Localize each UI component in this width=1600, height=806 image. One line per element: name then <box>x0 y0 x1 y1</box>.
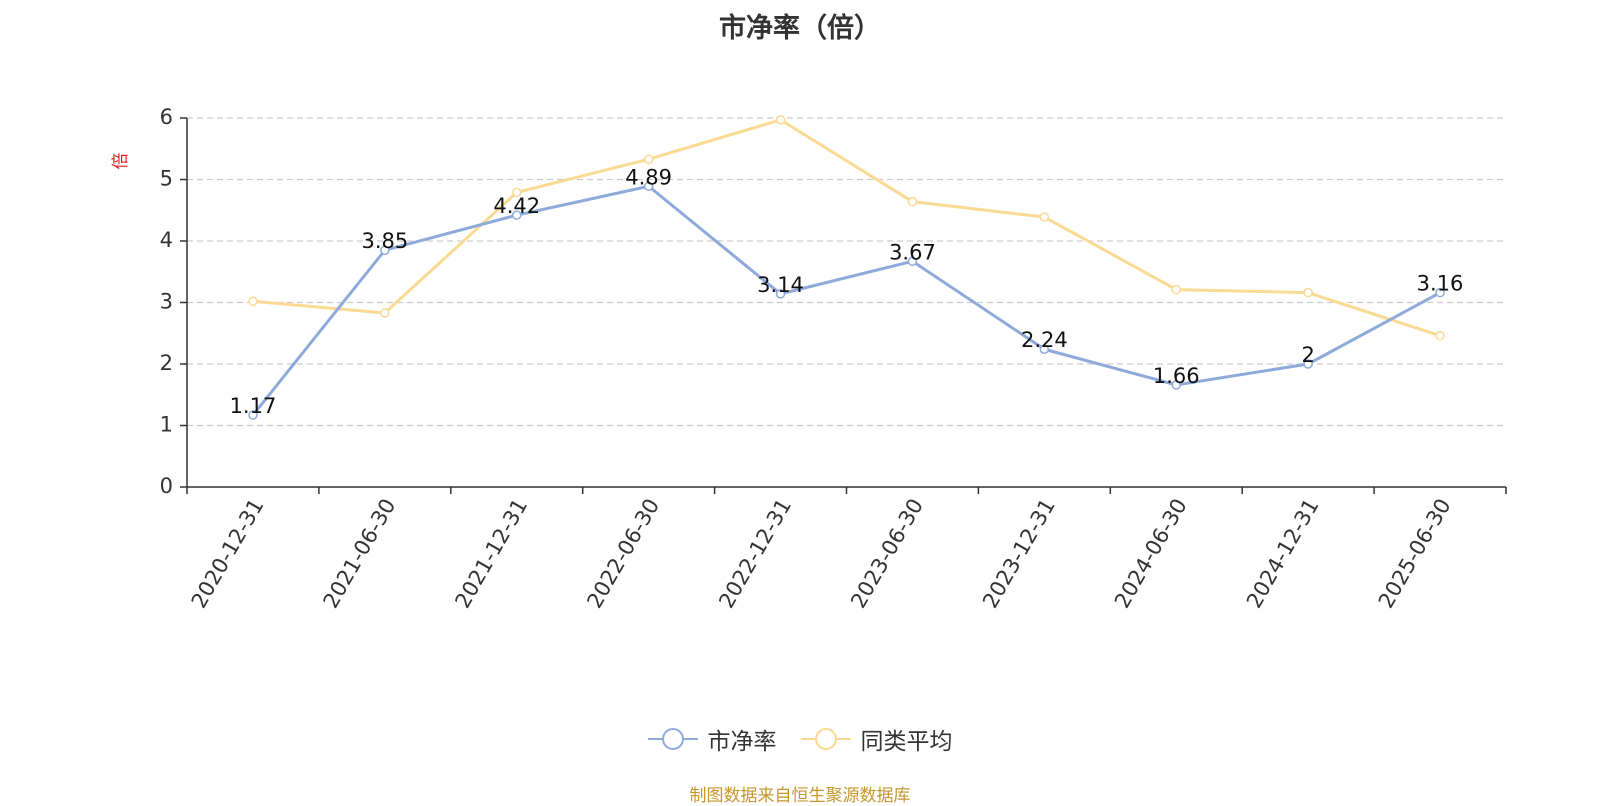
y-tick-label: 3 <box>160 290 173 314</box>
legend: 市净率 同类平均 <box>0 722 1600 756</box>
data-point[interactable] <box>512 210 522 220</box>
data-point[interactable] <box>1303 287 1313 298</box>
data-label: 3.14 <box>757 273 804 297</box>
data-point[interactable] <box>775 289 786 299</box>
data-label: 2.24 <box>1021 328 1068 352</box>
y-tick-label: 2 <box>160 351 173 375</box>
legend-label: 同类平均 <box>860 729 953 755</box>
y-tick-label: 6 <box>160 105 173 129</box>
legend-item-series-2[interactable]: 同类平均 <box>800 722 953 756</box>
y-tick-label: 5 <box>160 167 173 191</box>
data-point[interactable] <box>907 196 918 207</box>
data-point[interactable] <box>1435 287 1445 298</box>
x-tick-label: 2020-12-31 <box>187 495 269 613</box>
source-note: 制图数据来自恒生聚源数据库 <box>689 786 911 806</box>
x-tick-label: 2023-06-30 <box>846 495 928 613</box>
data-point[interactable] <box>1435 330 1445 341</box>
data-point[interactable] <box>643 181 654 192</box>
data-point[interactable] <box>248 410 258 420</box>
data-label: 4.42 <box>493 194 540 218</box>
data-point[interactable] <box>907 256 918 267</box>
data-label: 3.85 <box>361 229 408 253</box>
data-point[interactable] <box>380 308 390 318</box>
data-point[interactable] <box>1039 212 1050 222</box>
x-tick-label: 2021-12-31 <box>450 495 532 613</box>
y-tick-label: 4 <box>160 228 173 252</box>
x-tick-label: 2021-06-30 <box>319 495 401 613</box>
x-tick-label: 2022-12-31 <box>714 495 796 613</box>
data-point[interactable] <box>512 187 522 198</box>
data-label: 3.16 <box>1417 272 1464 296</box>
chart-title: 市净率（倍） <box>719 13 881 44</box>
legend-label: 市净率 <box>707 729 777 755</box>
x-tick-label: 2022-06-30 <box>582 495 664 613</box>
y-tick-label: 1 <box>160 413 173 437</box>
data-point[interactable] <box>1303 359 1313 369</box>
legend-marker-icon <box>800 728 851 750</box>
data-label: 1.66 <box>1153 364 1200 388</box>
data-label: 2 <box>1301 343 1314 367</box>
data-point[interactable] <box>1171 284 1181 295</box>
series-line-1 <box>251 184 1441 416</box>
data-point[interactable] <box>775 115 786 125</box>
x-tick-label: 2025-06-30 <box>1374 495 1456 613</box>
data-point[interactable] <box>380 245 390 255</box>
y-tick-label: 0 <box>160 474 173 498</box>
series-line-2 <box>252 118 1441 338</box>
data-point[interactable] <box>1171 380 1181 390</box>
x-tick-label: 2024-12-31 <box>1242 495 1324 613</box>
y-axis-label: 倍 <box>111 153 131 170</box>
legend-item-series-1[interactable]: 市净率 <box>647 722 777 756</box>
data-point[interactable] <box>643 154 654 164</box>
x-tick-label: 2023-12-31 <box>978 495 1060 613</box>
data-label: 1.17 <box>230 394 277 418</box>
data-point[interactable] <box>248 296 258 307</box>
data-point[interactable] <box>1039 344 1050 354</box>
x-tick-label: 2024-06-30 <box>1110 495 1192 613</box>
legend-marker-icon <box>647 728 698 750</box>
data-label: 3.67 <box>889 240 936 264</box>
data-label: 4.89 <box>625 165 672 189</box>
